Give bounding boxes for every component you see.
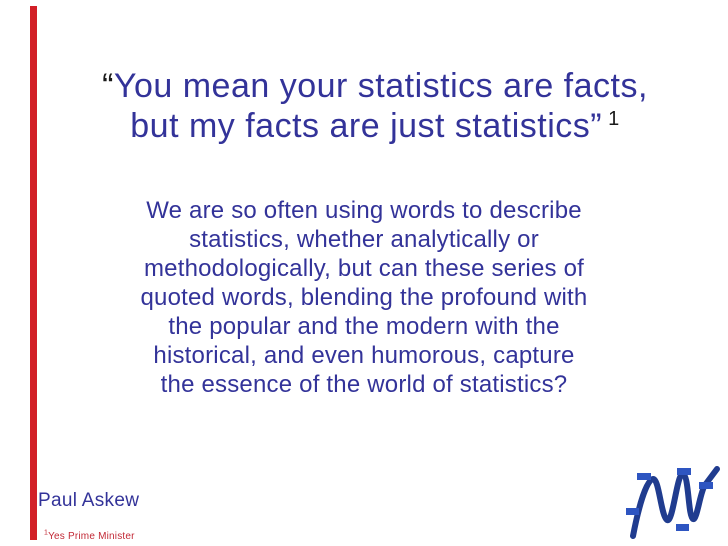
mm-logo	[624, 458, 726, 542]
title-open-quote: “	[102, 67, 114, 105]
footnote-text: Yes Prime Minister	[48, 531, 135, 542]
title-line-2: but my facts are just statistics” 1	[30, 106, 720, 146]
slide-title: “You mean your statistics are facts, but…	[30, 66, 720, 146]
title-line2-text: but my facts are just statistics”	[130, 107, 603, 145]
mm-squiggle-icon	[626, 466, 720, 539]
footnote-ref: 1	[44, 529, 49, 537]
title-footnote-ref: 1	[608, 107, 620, 130]
footnote: 1Yes Prime Minister	[44, 529, 135, 542]
title-line1-text: You mean your statistics are facts,	[113, 67, 648, 105]
left-accent-stripe	[30, 6, 37, 540]
title-line-1: “You mean your statistics are facts,	[30, 66, 720, 106]
body-paragraph: We are so often using words to describe …	[140, 197, 588, 398]
author-name: Paul Askew	[38, 490, 140, 511]
